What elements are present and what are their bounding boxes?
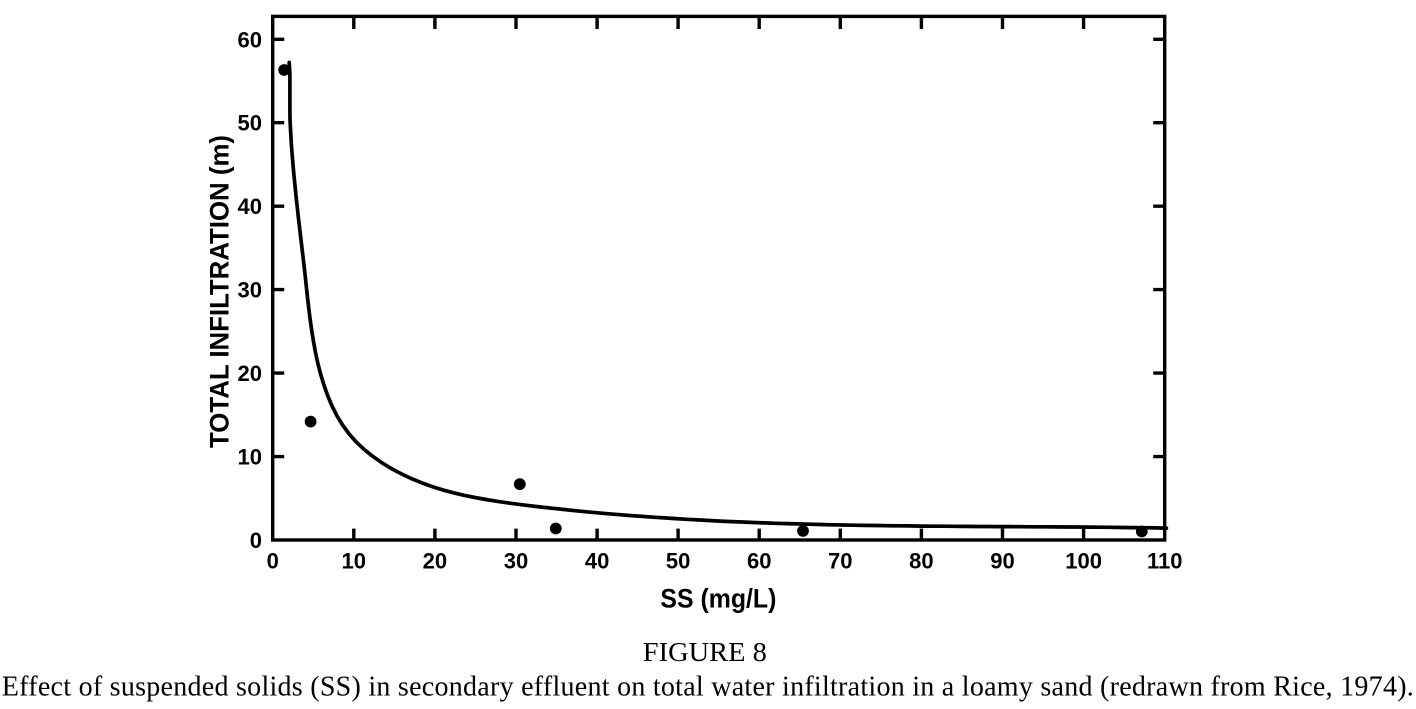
svg-text:TOTAL INFILTRATION (m): TOTAL INFILTRATION (m) (205, 135, 235, 448)
svg-text:110: 110 (1147, 549, 1183, 574)
svg-text:70: 70 (828, 549, 852, 574)
svg-text:30: 30 (238, 278, 262, 303)
svg-text:SS (mg/L): SS (mg/L) (660, 584, 776, 614)
svg-text:100: 100 (1065, 549, 1102, 574)
svg-text:0: 0 (267, 549, 279, 574)
svg-text:10: 10 (342, 549, 366, 574)
svg-text:0: 0 (250, 528, 262, 553)
svg-text:10: 10 (238, 445, 262, 470)
svg-text:80: 80 (909, 549, 933, 574)
svg-text:50: 50 (666, 549, 690, 574)
svg-text:60: 60 (747, 549, 771, 574)
svg-text:90: 90 (990, 549, 1014, 574)
svg-text:60: 60 (238, 27, 262, 52)
svg-text:40: 40 (585, 549, 609, 574)
svg-text:Effect of suspended solids (SS: Effect of suspended solids (SS) in secon… (2, 672, 1414, 703)
svg-text:40: 40 (238, 194, 262, 219)
svg-text:20: 20 (238, 361, 262, 386)
svg-text:30: 30 (504, 549, 528, 574)
svg-text:50: 50 (238, 111, 262, 136)
svg-text:20: 20 (423, 549, 447, 574)
svg-text:FIGURE 8: FIGURE 8 (643, 637, 767, 667)
